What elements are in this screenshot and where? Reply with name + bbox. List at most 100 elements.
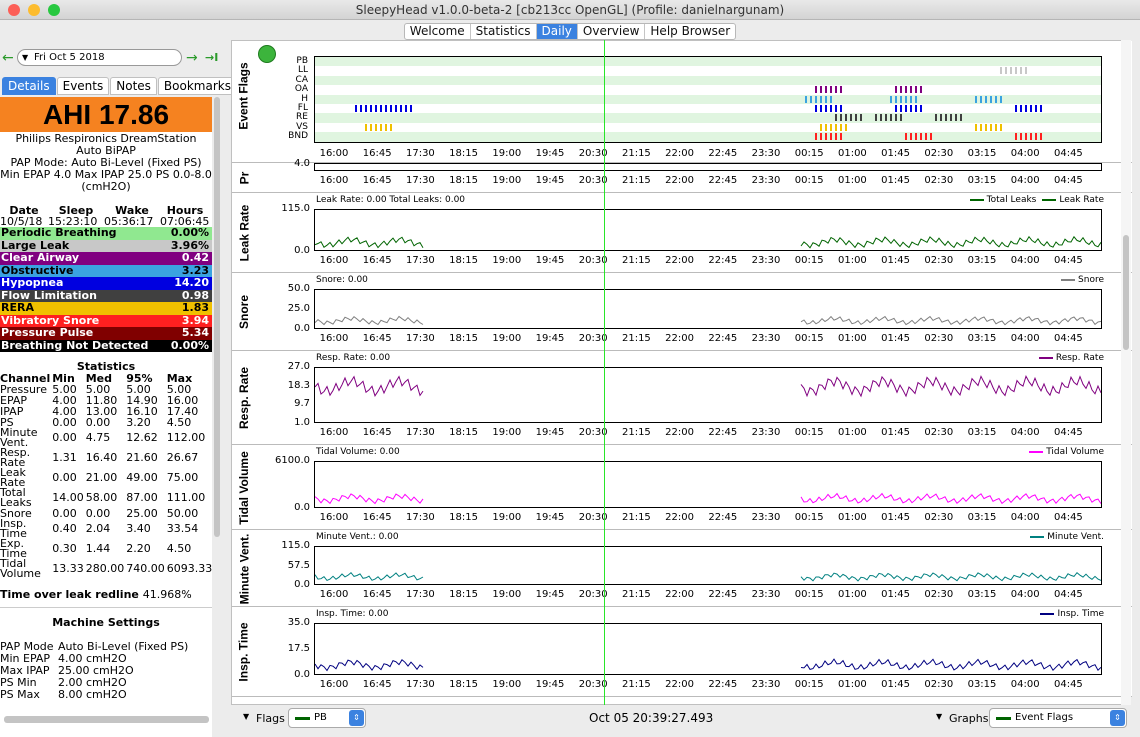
- x-tick-label: 22:00: [665, 512, 695, 523]
- minimize-window-button[interactable]: [28, 4, 40, 16]
- x-tick-label: 21:15: [621, 148, 651, 159]
- tab-bookmarks[interactable]: Bookmarks: [157, 77, 237, 95]
- flag-mark: [830, 95, 832, 103]
- flag-mark: [815, 95, 817, 103]
- tab-notes[interactable]: Notes: [110, 77, 157, 95]
- flags-select[interactable]: PB ⇕: [288, 708, 366, 728]
- left-scrollbar[interactable]: [214, 97, 220, 537]
- last-day-icon[interactable]: →I: [205, 51, 219, 64]
- graph-label: Leak Rate: [237, 204, 252, 262]
- graph-plot[interactable]: [314, 163, 1102, 171]
- flag-mark: [895, 114, 897, 122]
- flag-mark: [840, 86, 842, 94]
- flag-mark: [410, 105, 412, 112]
- window-title: SleepyHead v1.0.0-beta-2 [cb213cc OpenGL…: [355, 3, 785, 17]
- tab-overview[interactable]: Overview: [578, 24, 646, 39]
- left-hscrollbar[interactable]: [4, 716, 209, 723]
- graph-plot[interactable]: [314, 367, 1102, 423]
- detail-tabs: Details Events Notes Bookmarks: [2, 77, 238, 95]
- event-flags-plot[interactable]: [314, 56, 1102, 143]
- graphs-select[interactable]: Event Flags ⇕: [989, 708, 1127, 728]
- x-tick-label: 17:30: [405, 175, 435, 186]
- flag-mark: [935, 114, 937, 122]
- flag-channel-label: H: [301, 93, 308, 104]
- graphs-scrollbar-thumb[interactable]: [1123, 235, 1129, 350]
- event-flags-label: Event Flags: [237, 62, 252, 130]
- stat-value: 5.00: [126, 382, 151, 396]
- stat-row: Insp. Time 0.40 2.04 3.40 33.54: [0, 518, 214, 539]
- x-tick-label: 04:00: [1010, 512, 1040, 523]
- tab-help-browser[interactable]: Help Browser: [650, 24, 731, 38]
- event-row: Breathing Not Detected 0.00%: [0, 339, 212, 352]
- stat-value: 4.50: [166, 415, 192, 429]
- flag-mark: [915, 95, 917, 103]
- x-tick-label: 01:45: [881, 148, 911, 159]
- graph-label: Insp. Time: [237, 622, 252, 682]
- sleep-summary: Date Sleep Wake Hours 10/5/18 15:23:10 0…: [0, 205, 212, 227]
- legend-label: Total Leaks: [986, 195, 1037, 205]
- flag-color-swatch: [295, 717, 310, 720]
- graphs-scrollbar-track[interactable]: [1121, 40, 1131, 705]
- trace-segment: [800, 235, 1101, 249]
- sleep-header-date: Date: [9, 204, 39, 217]
- graphs-toggle-icon[interactable]: ▼: [936, 712, 943, 721]
- leak-redline-value: 41.968%: [142, 588, 192, 601]
- x-tick-label: 19:45: [535, 512, 565, 523]
- date-picker[interactable]: ▼ Fri Oct 5 2018: [17, 49, 182, 66]
- trace-segment: [315, 236, 424, 249]
- flags-toggle-icon[interactable]: ▼: [243, 712, 250, 721]
- flag-mark: [1035, 105, 1037, 112]
- flag-mark: [1040, 105, 1042, 112]
- x-tick-label: 00:15: [794, 427, 824, 438]
- graph-legend: Insp. Time: [1034, 609, 1104, 619]
- flag-mark: [1015, 67, 1017, 75]
- y-tick-label: 57.5: [287, 559, 310, 571]
- trace-segment: [800, 571, 1101, 582]
- sleep-end: 05:36:17: [104, 215, 154, 228]
- x-tick-label: 22:00: [665, 255, 695, 266]
- graph-plot[interactable]: [314, 289, 1102, 329]
- event-value: 5.34: [181, 326, 209, 339]
- x-tick-label: 21:15: [621, 512, 651, 523]
- sleep-date: 10/5/18: [0, 215, 43, 228]
- stat-channel: Leak Rate: [0, 466, 26, 489]
- status-time: Oct 05 20:39:27.493: [589, 711, 714, 725]
- tab-details[interactable]: Details: [2, 77, 56, 95]
- tab-welcome[interactable]: Welcome: [405, 24, 471, 39]
- bottom-bar: ▼ Flags PB ⇕ Oct 05 20:39:27.493 ▼ Graph…: [231, 705, 1131, 733]
- trace-segment: [800, 315, 1101, 326]
- graph-plot[interactable]: [314, 209, 1102, 251]
- machine-setting-value: Auto Bi-Level (Fixed PS): [58, 640, 189, 653]
- graph-plot[interactable]: [314, 546, 1102, 585]
- stat-channel: Total Leaks: [0, 486, 32, 509]
- tab-statistics[interactable]: Statistics: [471, 24, 537, 39]
- x-tick-label: 00:15: [794, 333, 824, 344]
- tab-events[interactable]: Events: [56, 77, 110, 95]
- stat-value: 1.44: [85, 542, 111, 555]
- close-window-button[interactable]: [8, 4, 20, 16]
- stat-value: 33.54: [166, 522, 199, 535]
- flag-row: [315, 75, 1101, 86]
- flag-channel-label: LL: [297, 65, 308, 76]
- x-tick-label: 01:00: [837, 255, 867, 266]
- graph-plot[interactable]: [314, 623, 1102, 675]
- flag-mark: [950, 114, 952, 122]
- y-tick-label: 18.3: [287, 379, 310, 391]
- x-tick-label: 19:45: [535, 589, 565, 600]
- prev-day-icon[interactable]: ←: [2, 50, 14, 66]
- graph-plot[interactable]: [314, 461, 1102, 508]
- next-day-icon[interactable]: →: [186, 50, 198, 66]
- event-row: Large Leak 3.96%: [0, 239, 212, 252]
- x-tick-label: 16:45: [362, 255, 392, 266]
- stat-row: EPAP 4.00 11.80 14.90 16.00: [0, 395, 214, 406]
- x-tick-label: 19:00: [492, 333, 522, 344]
- x-tick-label: 03:15: [967, 679, 997, 690]
- x-tick-label: 17:30: [405, 148, 435, 159]
- flag-channel-label: RE: [296, 112, 308, 123]
- stat-value: 4.00: [52, 404, 77, 418]
- x-tick-label: 03:15: [967, 589, 997, 600]
- x-tick-label: 19:00: [492, 148, 522, 159]
- pin-icon[interactable]: [258, 45, 276, 63]
- tab-daily[interactable]: Daily: [536, 24, 578, 39]
- zoom-window-button[interactable]: [48, 4, 60, 16]
